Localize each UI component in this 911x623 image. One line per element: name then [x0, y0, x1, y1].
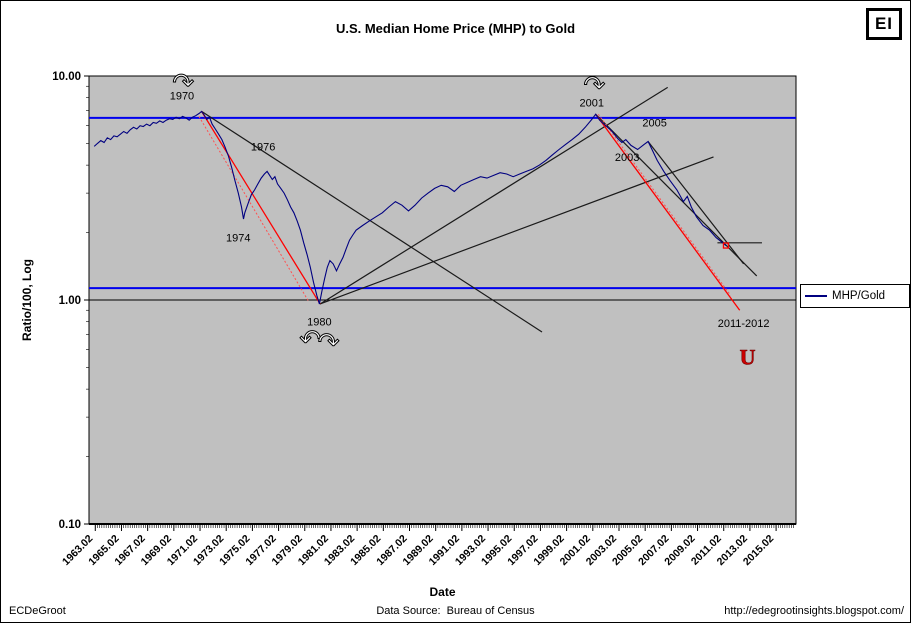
chart-title: U.S. Median Home Price (MHP) to Gold — [335, 21, 576, 36]
annotation-1976: 1976 — [251, 141, 275, 153]
legend-label: MHP/Gold — [832, 290, 886, 302]
trend-line — [201, 111, 321, 305]
legend-line-sample — [805, 295, 827, 297]
annotation-2005: 2005 — [642, 118, 666, 130]
annotation-2001: 2001 — [580, 98, 604, 110]
annotation-2011-2012: 2011-2012 — [718, 318, 770, 330]
u-symbol: U — [740, 344, 756, 369]
x-axis-label: Date — [429, 585, 456, 599]
series-line — [93, 110, 727, 305]
curved-arrow-icon: ↶ — [299, 324, 321, 354]
curved-arrow-icon: ↷ — [318, 327, 340, 357]
y-tick-label: 10.00 — [52, 71, 81, 83]
annotation-1970: 1970 — [170, 90, 194, 102]
y-tick-label: 1.00 — [59, 295, 81, 307]
trend-line — [319, 156, 714, 305]
legend: MHP/Gold — [800, 284, 910, 308]
curved-arrow-icon: ↷ — [583, 70, 605, 100]
trend-line — [595, 113, 741, 311]
footer-source: Data Source: Bureau of Census — [376, 605, 535, 617]
footer-author: ECDeGroot — [9, 605, 66, 617]
trend-line — [595, 113, 758, 277]
annotation-2003: 2003 — [615, 152, 639, 164]
curved-arrow-icon: ↷ — [172, 68, 194, 98]
ei-logo: EI — [866, 8, 902, 40]
annotation-1974: 1974 — [226, 233, 250, 245]
trend-line — [597, 113, 731, 296]
footer-url: http://edegrootinsights.blogspot.com/ — [724, 605, 904, 617]
y-tick-label: 0.10 — [59, 519, 81, 531]
y-axis-label: Ratio/100, Log — [20, 258, 34, 342]
annotation-1980: 1980 — [307, 317, 331, 329]
end-marker — [722, 242, 730, 249]
trend-line — [319, 86, 669, 305]
trend-line — [201, 110, 543, 333]
